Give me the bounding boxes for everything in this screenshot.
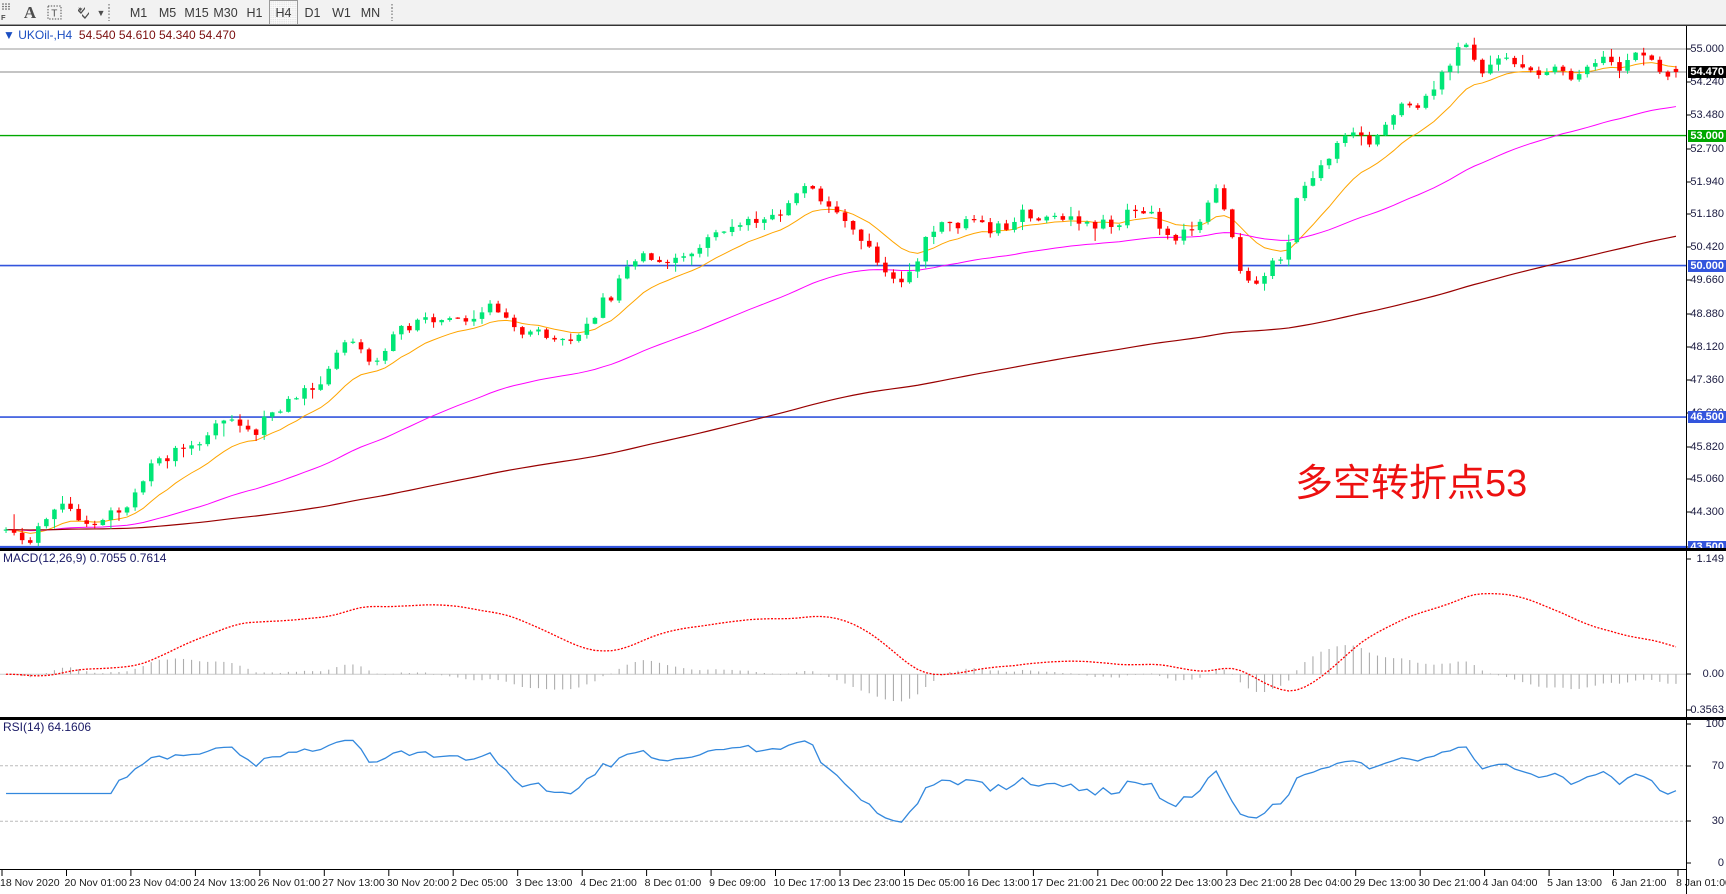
svg-text:T: T <box>51 9 57 20</box>
